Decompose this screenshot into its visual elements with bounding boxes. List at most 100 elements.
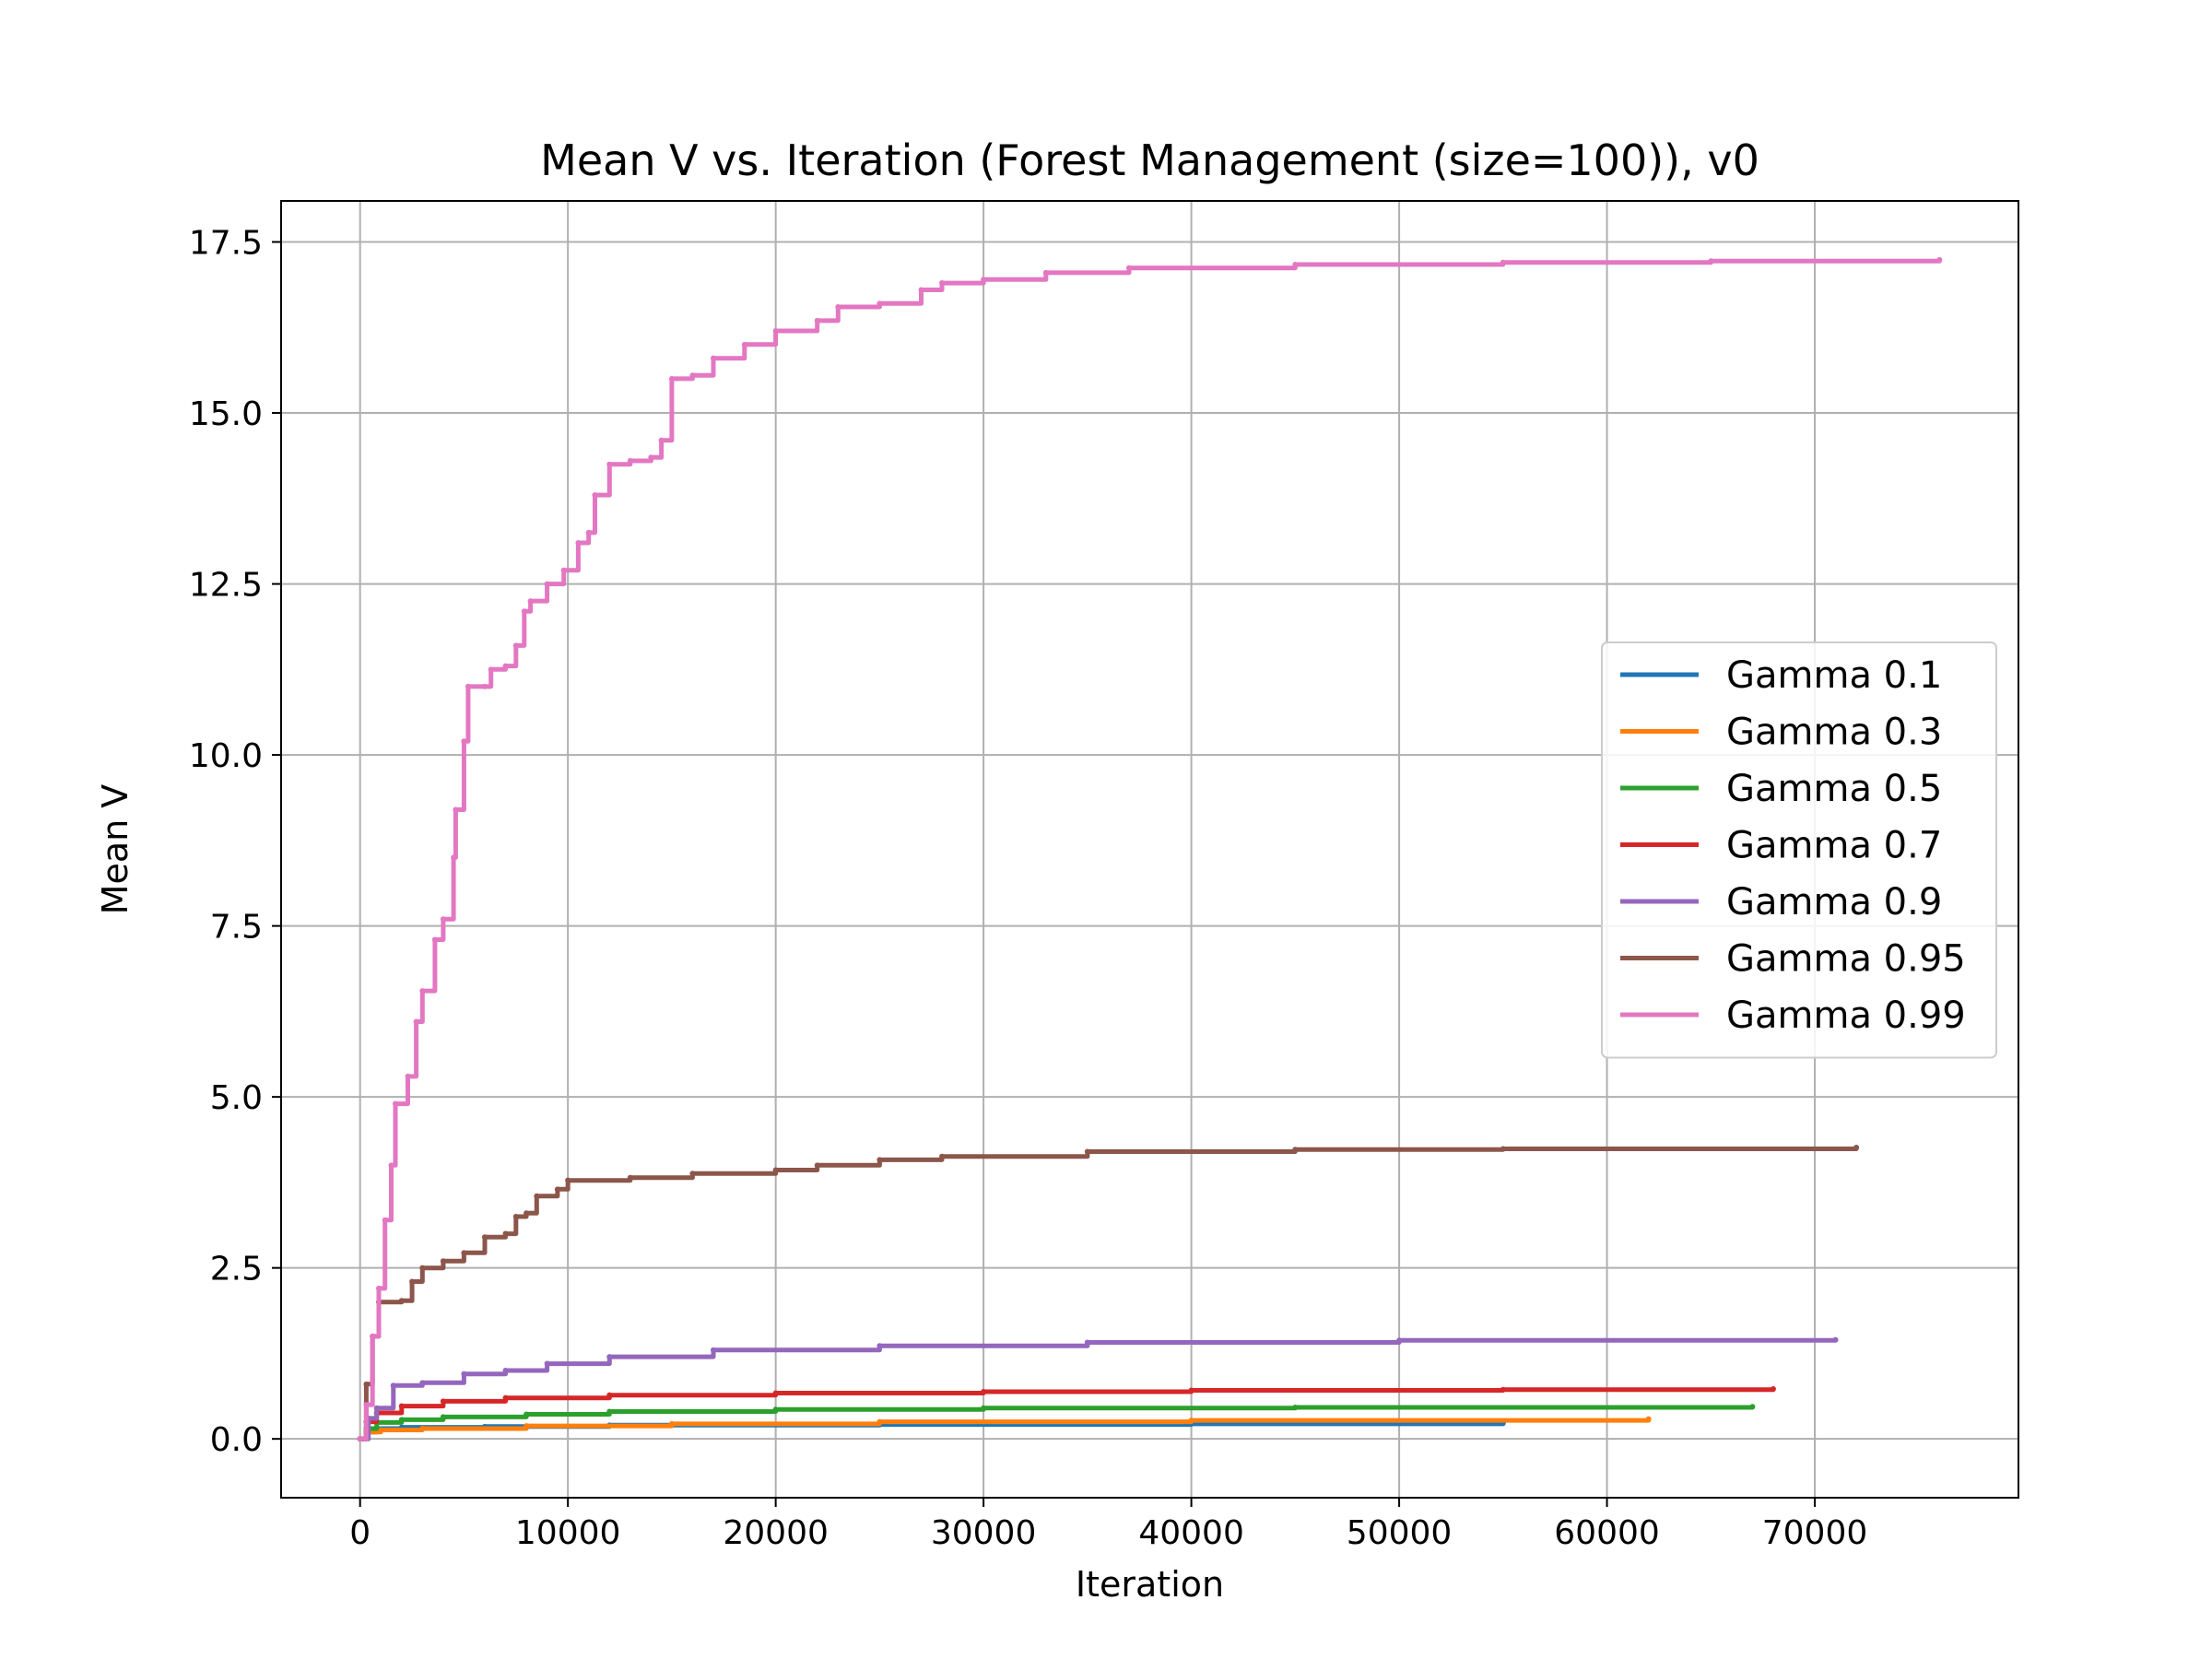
y-tick-label: 15.0 xyxy=(189,395,263,433)
data-point-gamma-0-99 xyxy=(668,375,675,382)
y-tick-label: 10.0 xyxy=(189,737,263,775)
data-point-gamma-0-95 xyxy=(565,1177,571,1183)
data-point-gamma-0-99 xyxy=(1042,269,1049,276)
x-tick-label: 10000 xyxy=(515,1514,621,1552)
data-point-gamma-0-9 xyxy=(1396,1337,1403,1344)
data-point-gamma-0-9 xyxy=(461,1371,467,1377)
legend-label-gamma-0-7: Gamma 0.7 xyxy=(1726,825,1942,867)
data-point-gamma-0-3 xyxy=(668,1420,675,1427)
data-point-gamma-0-9 xyxy=(373,1405,380,1411)
data-point-gamma-0-95 xyxy=(1853,1145,1860,1151)
data-point-gamma-0-7 xyxy=(981,1388,987,1394)
data-point-gamma-0-99 xyxy=(481,683,488,689)
legend-label-gamma-0-99: Gamma 0.99 xyxy=(1726,994,1966,1037)
data-point-gamma-0-99 xyxy=(465,683,471,689)
data-point-gamma-0-95 xyxy=(440,1258,446,1265)
data-point-gamma-0-99 xyxy=(918,287,924,293)
data-point-gamma-0-9 xyxy=(390,1382,396,1389)
data-point-gamma-0-9 xyxy=(544,1360,550,1367)
data-point-gamma-0-99 xyxy=(431,936,438,943)
data-point-gamma-0-99 xyxy=(560,567,567,573)
data-point-gamma-0-99 xyxy=(1125,265,1132,271)
series-lines xyxy=(357,256,1943,1442)
plot-frame xyxy=(280,200,2019,1499)
data-point-gamma-0-95 xyxy=(534,1193,540,1199)
data-point-gamma-0-95 xyxy=(1292,1147,1299,1153)
data-point-gamma-0-99 xyxy=(512,642,519,649)
data-point-gamma-0-7 xyxy=(1770,1386,1776,1393)
data-point-gamma-0-99 xyxy=(419,988,426,994)
data-point-gamma-0-5 xyxy=(606,1408,613,1415)
data-point-gamma-0-3 xyxy=(419,1426,426,1432)
data-point-gamma-0-99 xyxy=(741,341,747,347)
data-point-gamma-0-99 xyxy=(393,1100,399,1107)
x-axis-label: Iteration xyxy=(1076,1564,1224,1605)
x-tick-label: 30000 xyxy=(931,1514,1037,1552)
data-point-gamma-0-99 xyxy=(1708,258,1714,265)
data-point-gamma-0-7 xyxy=(606,1392,613,1398)
legend-label-gamma-0-95: Gamma 0.95 xyxy=(1726,938,1966,981)
x-tick-label: 20000 xyxy=(723,1514,829,1552)
data-point-gamma-0-5 xyxy=(440,1414,446,1420)
data-point-gamma-0-99 xyxy=(627,457,633,464)
data-point-gamma-0-95 xyxy=(814,1162,820,1169)
data-point-gamma-0-5 xyxy=(1749,1404,1756,1410)
data-point-gamma-0-99 xyxy=(772,327,779,334)
data-point-gamma-0-99 xyxy=(370,1333,376,1339)
grid xyxy=(281,201,2018,1498)
data-point-gamma-0-3 xyxy=(378,1427,384,1433)
data-point-gamma-0-95 xyxy=(689,1171,696,1177)
data-point-gamma-0-99 xyxy=(461,738,467,745)
data-point-gamma-0-99 xyxy=(382,1217,388,1223)
data-point-gamma-0-99 xyxy=(585,529,592,535)
data-point-gamma-0-99 xyxy=(710,355,716,361)
data-point-gamma-0-7 xyxy=(440,1398,446,1405)
data-point-gamma-0-7 xyxy=(1500,1386,1506,1393)
data-point-gamma-0-95 xyxy=(939,1153,946,1159)
data-point-gamma-0-95 xyxy=(772,1167,779,1173)
data-point-gamma-0-99 xyxy=(575,540,582,547)
y-tick-label: 7.5 xyxy=(210,909,263,947)
data-point-gamma-0-95 xyxy=(398,1298,405,1304)
data-point-gamma-0-7 xyxy=(398,1403,405,1409)
data-point-gamma-0-99 xyxy=(405,1073,411,1079)
data-point-gamma-0-99 xyxy=(453,806,459,813)
data-point-gamma-0-99 xyxy=(388,1162,394,1169)
data-point-gamma-0-95 xyxy=(627,1174,633,1181)
data-point-gamma-0-95 xyxy=(409,1278,416,1285)
legend: Gamma 0.1 Gamma 0.3 Gamma 0.5 Gamma 0.7 Gamm… xyxy=(1601,641,1997,1059)
x-tick-label: 40000 xyxy=(1138,1514,1244,1552)
legend-box xyxy=(1601,641,1997,1059)
data-point-gamma-0-99 xyxy=(606,461,613,467)
data-point-gamma-0-99 xyxy=(592,492,598,499)
data-point-gamma-0-99 xyxy=(440,916,446,923)
data-point-gamma-0-99 xyxy=(413,1018,419,1025)
legend-label-gamma-0-5: Gamma 0.5 xyxy=(1726,768,1942,810)
y-tick-label: 0.0 xyxy=(210,1421,263,1459)
data-point-gamma-0-99 xyxy=(363,1402,370,1408)
y-tick-label: 2.5 xyxy=(210,1251,263,1288)
data-point-gamma-0-9 xyxy=(419,1380,426,1386)
data-point-gamma-0-95 xyxy=(512,1214,519,1220)
y-tick-label: 17.5 xyxy=(189,225,263,263)
data-point-gamma-0-3 xyxy=(1188,1418,1194,1424)
data-point-gamma-0-9 xyxy=(502,1367,509,1373)
axis-ticks: 0 10000 20000 30000 40000 50000 60000 70000 0.0 2… xyxy=(189,225,1867,1552)
y-tick-label: 12.5 xyxy=(189,567,263,605)
legend-label-gamma-0-3: Gamma 0.3 xyxy=(1726,712,1942,754)
y-axis-label: Mean V xyxy=(95,784,135,915)
data-point-gamma-0-3 xyxy=(524,1423,530,1430)
data-point-gamma-0-99 xyxy=(1936,256,1943,263)
data-point-gamma-0-5 xyxy=(981,1405,987,1411)
data-point-gamma-0-99 xyxy=(502,663,509,669)
data-point-gamma-0-9 xyxy=(710,1347,716,1353)
data-point-gamma-0-95 xyxy=(1084,1148,1090,1155)
data-point-gamma-0-7 xyxy=(502,1394,509,1401)
data-point-gamma-0-99 xyxy=(1500,259,1506,265)
data-point-gamma-0-99 xyxy=(451,854,457,861)
data-point-gamma-0-95 xyxy=(1500,1146,1506,1152)
data-point-gamma-0-95 xyxy=(502,1230,509,1237)
data-point-gamma-0-5 xyxy=(772,1406,779,1413)
data-point-gamma-0-99 xyxy=(648,454,654,461)
